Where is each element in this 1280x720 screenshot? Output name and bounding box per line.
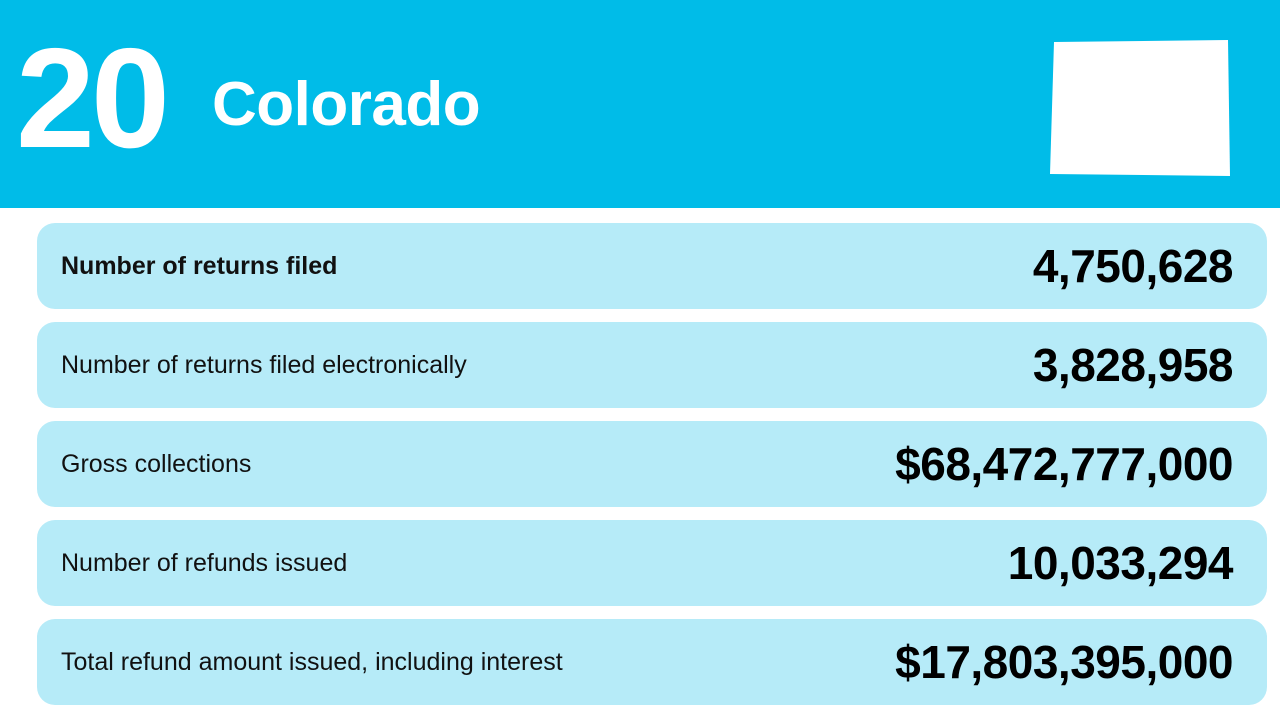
- state-name: Colorado: [212, 70, 481, 139]
- stat-row-refunds-issued: Number of refunds issued 10,033,294: [37, 520, 1267, 606]
- stat-row-returns-filed-electronically: Number of returns filed electronically 3…: [37, 322, 1267, 408]
- stat-value: $68,472,777,000: [895, 438, 1233, 490]
- stat-row-returns-filed: Number of returns filed 4,750,628: [37, 223, 1267, 309]
- stat-label: Number of refunds issued: [61, 549, 348, 577]
- stat-value: 4,750,628: [1032, 240, 1234, 292]
- stat-label: Number of returns filed electronically: [61, 351, 467, 379]
- stat-value: 3,828,958: [1032, 339, 1234, 391]
- stat-value: 10,033,294: [1007, 537, 1234, 589]
- stat-value: $17,803,395,000: [895, 636, 1233, 688]
- rank-number: 20: [16, 19, 170, 178]
- stat-label: Number of returns filed: [61, 252, 338, 280]
- stat-label: Gross collections: [61, 450, 252, 478]
- stat-row-gross-collections: Gross collections $68,472,777,000: [37, 421, 1267, 507]
- stats-list: Number of returns filed 4,750,628 Number…: [37, 223, 1267, 718]
- stat-row-total-refund-amount: Total refund amount issued, including in…: [37, 619, 1267, 705]
- header-banner: 20 Colorado: [0, 0, 1280, 208]
- stat-label: Total refund amount issued, including in…: [61, 648, 563, 676]
- colorado-state-outline-icon: [1050, 40, 1230, 176]
